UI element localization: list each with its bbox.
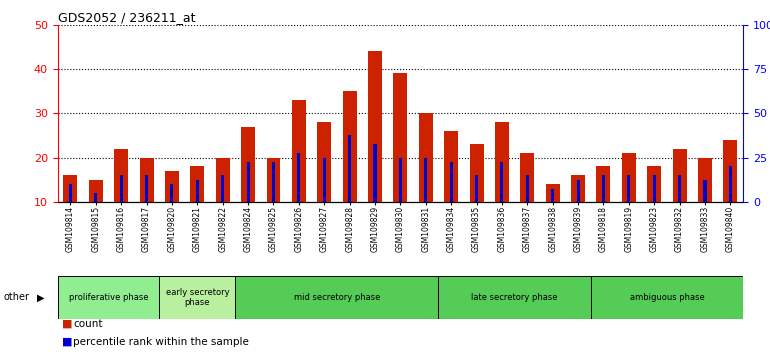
Text: ■: ■ xyxy=(62,319,72,329)
Bar xyxy=(424,158,427,246)
Bar xyxy=(236,276,438,319)
Bar xyxy=(577,180,580,246)
Bar xyxy=(297,153,300,246)
Bar xyxy=(500,162,504,246)
Bar xyxy=(470,144,484,246)
Bar xyxy=(602,175,605,246)
Bar xyxy=(58,276,159,319)
Bar xyxy=(628,175,631,246)
Bar xyxy=(119,175,122,246)
Bar xyxy=(450,162,453,246)
Bar xyxy=(266,158,280,246)
Text: count: count xyxy=(73,319,102,329)
Bar xyxy=(495,122,509,246)
Bar xyxy=(190,166,204,246)
Bar xyxy=(272,162,275,246)
Bar xyxy=(673,149,687,246)
Bar xyxy=(551,188,554,246)
Bar xyxy=(704,180,707,246)
Bar xyxy=(393,74,407,246)
Bar xyxy=(622,153,636,246)
Bar xyxy=(196,180,199,246)
Text: ▶: ▶ xyxy=(37,292,45,302)
Bar xyxy=(444,131,458,246)
Bar xyxy=(317,122,331,246)
Bar xyxy=(145,175,148,246)
Bar xyxy=(521,153,534,246)
Bar xyxy=(139,158,153,246)
Bar xyxy=(368,51,382,246)
Bar xyxy=(653,175,656,246)
Bar xyxy=(546,184,560,246)
Bar xyxy=(221,175,224,246)
Bar xyxy=(246,162,249,246)
Bar xyxy=(63,175,78,246)
Text: other: other xyxy=(4,292,30,302)
Bar xyxy=(723,140,738,246)
Bar xyxy=(241,127,255,246)
Bar xyxy=(348,135,351,246)
Text: mid secretory phase: mid secretory phase xyxy=(294,293,380,302)
Bar xyxy=(323,158,326,246)
Bar xyxy=(165,171,179,246)
Text: ■: ■ xyxy=(62,337,72,347)
Bar xyxy=(69,184,72,246)
Bar xyxy=(698,158,712,246)
Bar xyxy=(419,113,433,246)
Bar xyxy=(159,276,236,319)
Bar xyxy=(373,144,377,246)
Text: proliferative phase: proliferative phase xyxy=(69,293,149,302)
Text: late secretory phase: late secretory phase xyxy=(471,293,558,302)
Bar xyxy=(94,193,97,246)
Bar xyxy=(216,158,229,246)
Bar xyxy=(526,175,529,246)
Text: GDS2052 / 236211_at: GDS2052 / 236211_at xyxy=(58,11,196,24)
Bar xyxy=(399,158,402,246)
Bar xyxy=(597,166,611,246)
Bar xyxy=(438,276,591,319)
Bar xyxy=(292,100,306,246)
Text: ambiguous phase: ambiguous phase xyxy=(630,293,705,302)
Bar xyxy=(89,180,103,246)
Bar xyxy=(591,276,743,319)
Text: early secretory
phase: early secretory phase xyxy=(166,288,229,307)
Text: percentile rank within the sample: percentile rank within the sample xyxy=(73,337,249,347)
Bar xyxy=(343,91,357,246)
Bar xyxy=(678,175,681,246)
Bar xyxy=(475,175,478,246)
Bar xyxy=(571,175,585,246)
Bar xyxy=(170,184,173,246)
Bar xyxy=(114,149,128,246)
Bar xyxy=(648,166,661,246)
Bar xyxy=(729,166,732,246)
